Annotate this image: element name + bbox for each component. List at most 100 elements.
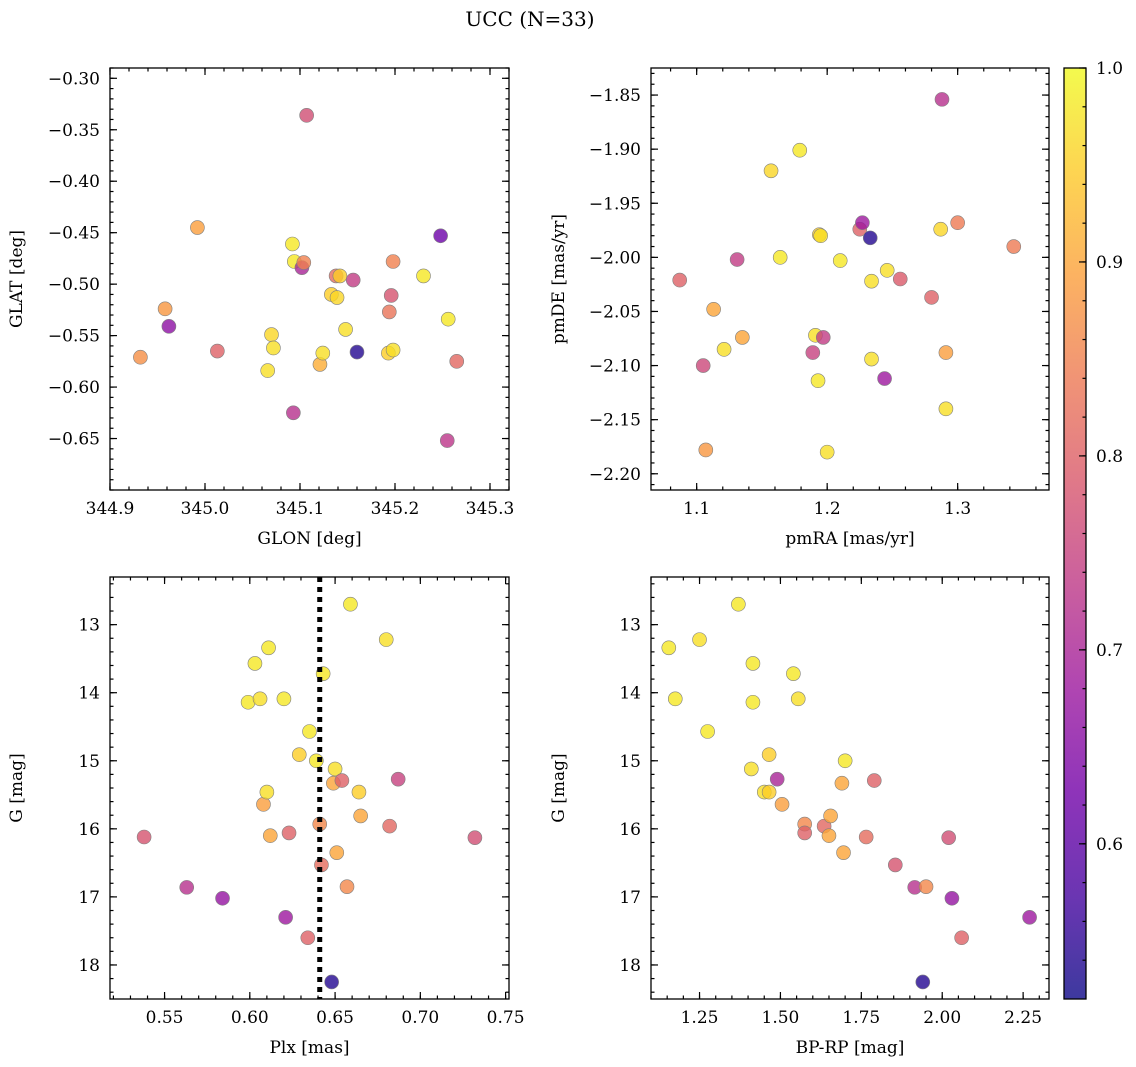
data-point <box>329 845 345 860</box>
data-point <box>790 691 806 707</box>
y-axis-label: GLAT [deg] <box>7 230 27 328</box>
x-tick-label: 1.25 <box>681 1008 719 1028</box>
data-point <box>823 808 838 824</box>
data-point <box>892 271 908 287</box>
data-point <box>467 830 483 845</box>
data-point <box>695 358 711 373</box>
y-tick-label: 17 <box>78 888 100 908</box>
x-tick-label: 1.50 <box>762 1008 800 1028</box>
data-point <box>1006 239 1022 254</box>
y-tick-label: −2.05 <box>589 302 641 322</box>
x-tick-label: 345.2 <box>371 499 420 519</box>
data-point <box>266 340 281 356</box>
data-point <box>285 236 300 252</box>
data-point <box>763 163 779 179</box>
y-tick-label: −0.50 <box>48 275 100 295</box>
y-tick-label: 15 <box>619 752 641 772</box>
data-point <box>797 825 812 841</box>
data-point <box>349 344 365 360</box>
x-axis-label: pmRA [mas/yr] <box>785 529 914 549</box>
data-point <box>440 311 456 327</box>
data-point <box>286 405 301 421</box>
data-point <box>179 880 195 895</box>
data-point <box>385 254 401 269</box>
colorbar-tick-label: 0.9 <box>1096 253 1123 273</box>
data-point <box>815 330 831 345</box>
data-point <box>161 319 177 334</box>
x-tick-label: 1.2 <box>814 499 841 519</box>
axis-ticks <box>109 67 510 491</box>
data-point <box>136 829 152 845</box>
data-point <box>924 290 939 305</box>
x-tick-label: 345.0 <box>181 499 230 519</box>
data-point <box>810 373 826 389</box>
data-point <box>698 442 714 458</box>
data-point <box>324 974 339 990</box>
colorbar-gradient <box>1064 68 1086 999</box>
data-point <box>933 221 948 237</box>
y-tick-label: −0.30 <box>48 69 100 89</box>
data-point <box>353 808 368 824</box>
data-point <box>855 215 870 231</box>
data-point <box>772 250 788 265</box>
data-point <box>761 784 777 800</box>
y-tick-label: −0.45 <box>48 224 100 244</box>
data-point <box>390 771 406 787</box>
data-point <box>819 444 835 460</box>
y-tick-label: −1.90 <box>589 140 641 160</box>
x-tick-label: 0.65 <box>316 1008 354 1028</box>
x-tick-label: 0.70 <box>401 1008 439 1028</box>
data-point <box>299 108 314 123</box>
colorbar-tick-label: 0.7 <box>1096 641 1123 661</box>
panel-position: 344.9 345.0 345.1 345.2 345.3 −0.65 −0.60 −0.55… <box>7 67 515 549</box>
data-point <box>1022 910 1037 925</box>
x-axis-label: Plx [mas] <box>269 1038 349 1058</box>
data-point <box>329 290 345 305</box>
data-points <box>661 596 1037 990</box>
data-point <box>692 632 707 647</box>
data-point <box>351 784 367 800</box>
data-point <box>866 773 882 788</box>
y-tick-label: 18 <box>619 956 641 976</box>
data-point <box>264 327 279 342</box>
data-point <box>385 342 401 358</box>
data-point <box>261 640 276 656</box>
x-tick-label: 345.3 <box>466 499 515 519</box>
data-point <box>864 273 879 289</box>
data-point <box>260 363 276 378</box>
data-point <box>215 890 230 906</box>
data-point <box>345 272 361 288</box>
data-point <box>262 828 278 843</box>
y-tick-label: −0.40 <box>48 172 100 192</box>
data-point <box>744 761 759 777</box>
data-point <box>941 830 956 845</box>
data-point <box>133 349 148 365</box>
x-tick-label: 1.1 <box>683 499 710 519</box>
data-point <box>339 879 355 894</box>
data-point <box>300 930 316 946</box>
plot-frame <box>650 576 1050 1000</box>
colorbar-tick-label: 0.6 <box>1096 835 1123 855</box>
figure-title: UCC (N=33) <box>465 7 594 31</box>
data-point <box>338 322 353 337</box>
data-point <box>343 596 358 612</box>
y-tick-label: −2.10 <box>589 357 641 377</box>
data-point <box>667 691 683 707</box>
data-point <box>296 255 312 270</box>
y-tick-label: −2.20 <box>589 465 641 485</box>
panel-parallax-magnitude: 0.55 0.60 0.65 0.70 0.75 13 14 15 16 17 18 Plx [mas… <box>7 576 525 1058</box>
data-point <box>792 142 808 158</box>
plot-frame <box>109 67 510 491</box>
data-points <box>133 108 465 448</box>
data-point <box>879 263 895 278</box>
data-point <box>934 92 950 107</box>
y-tick-label: 13 <box>78 616 100 636</box>
data-point <box>381 304 397 320</box>
y-tick-label: 16 <box>78 820 100 840</box>
data-point <box>821 828 837 843</box>
data-point <box>252 691 268 707</box>
y-tick-label: 15 <box>78 752 100 772</box>
data-point <box>786 666 801 681</box>
y-tick-label: −1.85 <box>589 86 641 106</box>
